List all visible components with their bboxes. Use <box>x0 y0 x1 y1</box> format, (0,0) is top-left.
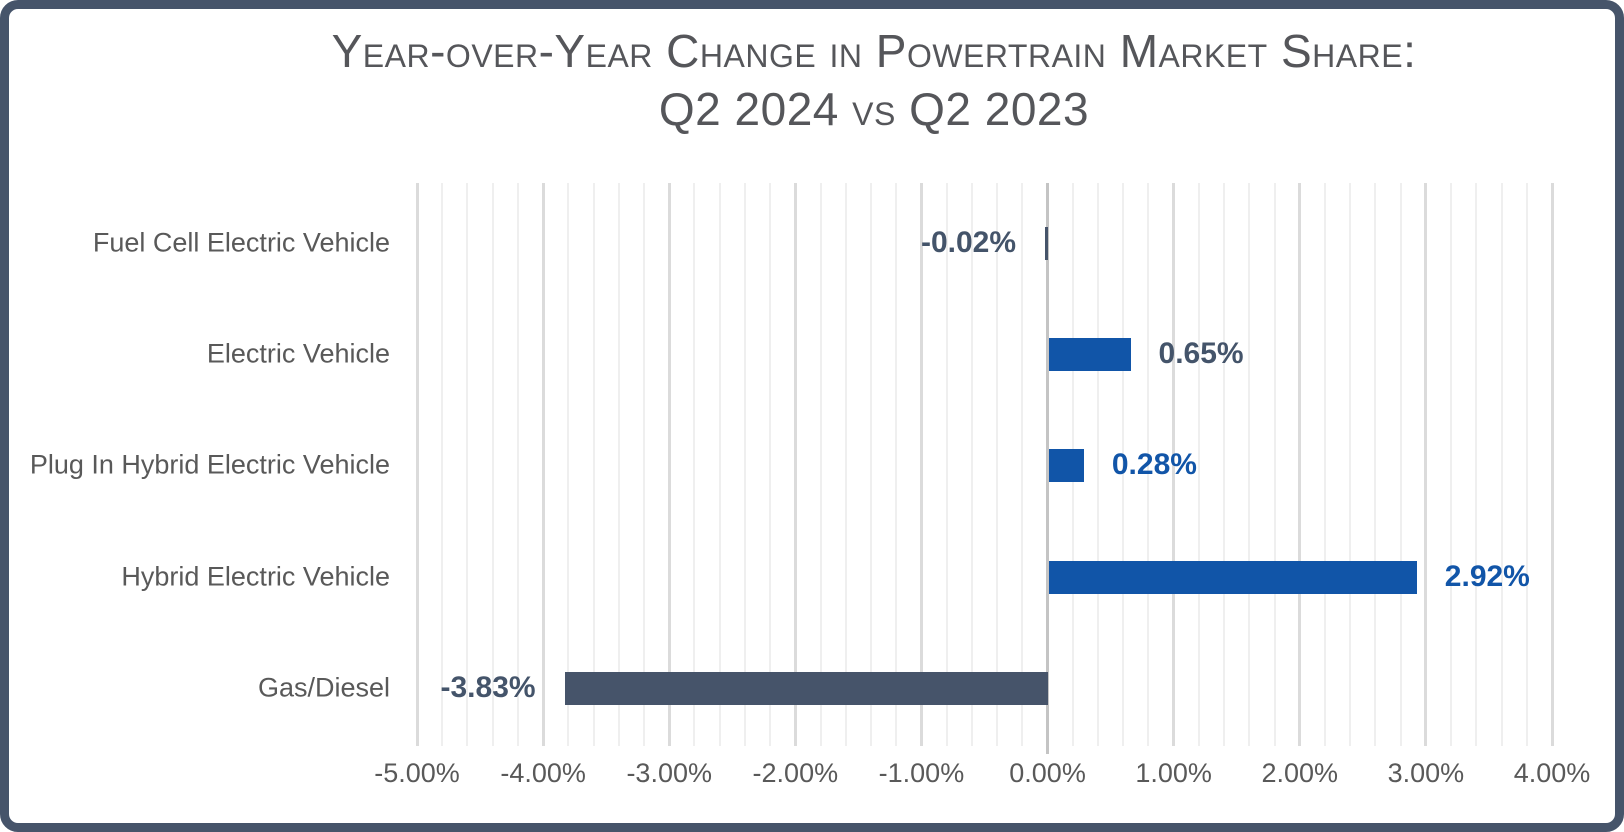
value-label: 2.92% <box>1444 560 1530 593</box>
category-label: Fuel Cell Electric Vehicle <box>92 227 390 258</box>
gridline-major <box>1424 183 1428 746</box>
gridline-minor <box>1500 183 1503 746</box>
gridline-minor <box>441 183 444 746</box>
x-axis-tick-label: -4.00% <box>500 758 586 788</box>
gridline-minor <box>1273 183 1276 746</box>
bar <box>1048 560 1417 594</box>
x-axis-tick-label: 0.00% <box>1009 758 1086 788</box>
gridline-minor <box>1197 183 1200 746</box>
value-label: -0.02% <box>920 226 1017 259</box>
zero-axis-line <box>1046 183 1050 754</box>
gridline-major <box>919 183 923 746</box>
x-axis-tick-label: 4.00% <box>1513 758 1591 788</box>
gridline-minor <box>945 183 948 746</box>
gridline-minor <box>819 183 822 746</box>
gridline-minor <box>693 183 696 746</box>
gridline-minor <box>592 183 595 746</box>
gridline-minor <box>1349 183 1352 746</box>
gridline-minor <box>1248 183 1251 746</box>
gridline-minor <box>743 183 746 746</box>
x-axis-tick-label: 1.00% <box>1135 758 1212 788</box>
value-label: 0.65% <box>1158 337 1244 370</box>
x-axis-tick-label: -3.00% <box>626 758 712 788</box>
gridline-major <box>667 183 671 746</box>
x-axis-tick-label: -2.00% <box>752 758 839 788</box>
gridline-minor <box>1097 183 1099 746</box>
chart-title-line-1: Year-over-Year Change in Powertrain Mark… <box>331 25 1417 77</box>
gridline-minor <box>844 183 847 746</box>
gridline-major <box>1298 183 1302 746</box>
gridline-minor <box>1122 183 1125 746</box>
gridline-minor <box>567 183 570 746</box>
gridline-minor <box>1147 183 1150 746</box>
bar <box>1048 337 1131 371</box>
gridline-minor <box>970 183 973 746</box>
gridline-major <box>793 183 797 746</box>
value-label: -3.83% <box>440 671 536 704</box>
gridline-minor <box>1324 183 1326 746</box>
gridline-major <box>415 183 419 746</box>
gridline-minor <box>1475 183 1478 746</box>
chart-title: Year-over-Year Change in Powertrain Mark… <box>130 22 1618 138</box>
gridline-minor <box>617 183 620 746</box>
gridline-minor <box>1374 183 1377 746</box>
x-axis-tick-label: 3.00% <box>1387 758 1465 788</box>
gridline-minor <box>718 183 721 746</box>
gridline-minor <box>870 183 872 746</box>
gridline-major <box>541 183 545 746</box>
gridline-minor <box>1223 183 1226 746</box>
gridline-major <box>1550 183 1554 746</box>
gridline-minor <box>1450 183 1453 746</box>
category-label: Hybrid Electric Vehicle <box>121 561 390 592</box>
x-axis-tick-label: -1.00% <box>878 758 965 788</box>
gridline-minor <box>1021 183 1024 746</box>
gridline-minor <box>516 183 519 746</box>
bar <box>564 671 1048 705</box>
category-label: Gas/Diesel <box>257 672 390 703</box>
x-axis-tick-label: -5.00% <box>374 758 460 788</box>
gridline-minor <box>895 183 898 746</box>
gridline-minor <box>996 183 999 746</box>
gridline-minor <box>491 183 494 746</box>
bar <box>1045 226 1048 260</box>
gridline-minor <box>1399 183 1402 746</box>
gridline-minor <box>643 183 645 746</box>
gridline-minor <box>466 183 469 746</box>
gridline-major <box>1172 183 1176 746</box>
value-label: 0.28% <box>1111 448 1197 481</box>
category-label: Plug In Hybrid Electric Vehicle <box>29 449 390 480</box>
gridline-minor <box>1525 183 1528 746</box>
chart-title-line-2: Q2 2024 vs Q2 2023 <box>658 83 1090 135</box>
category-label: Electric Vehicle <box>206 338 390 369</box>
bar <box>1048 448 1084 482</box>
gridline-minor <box>769 183 772 746</box>
x-axis-tick-label: 2.00% <box>1261 758 1339 788</box>
